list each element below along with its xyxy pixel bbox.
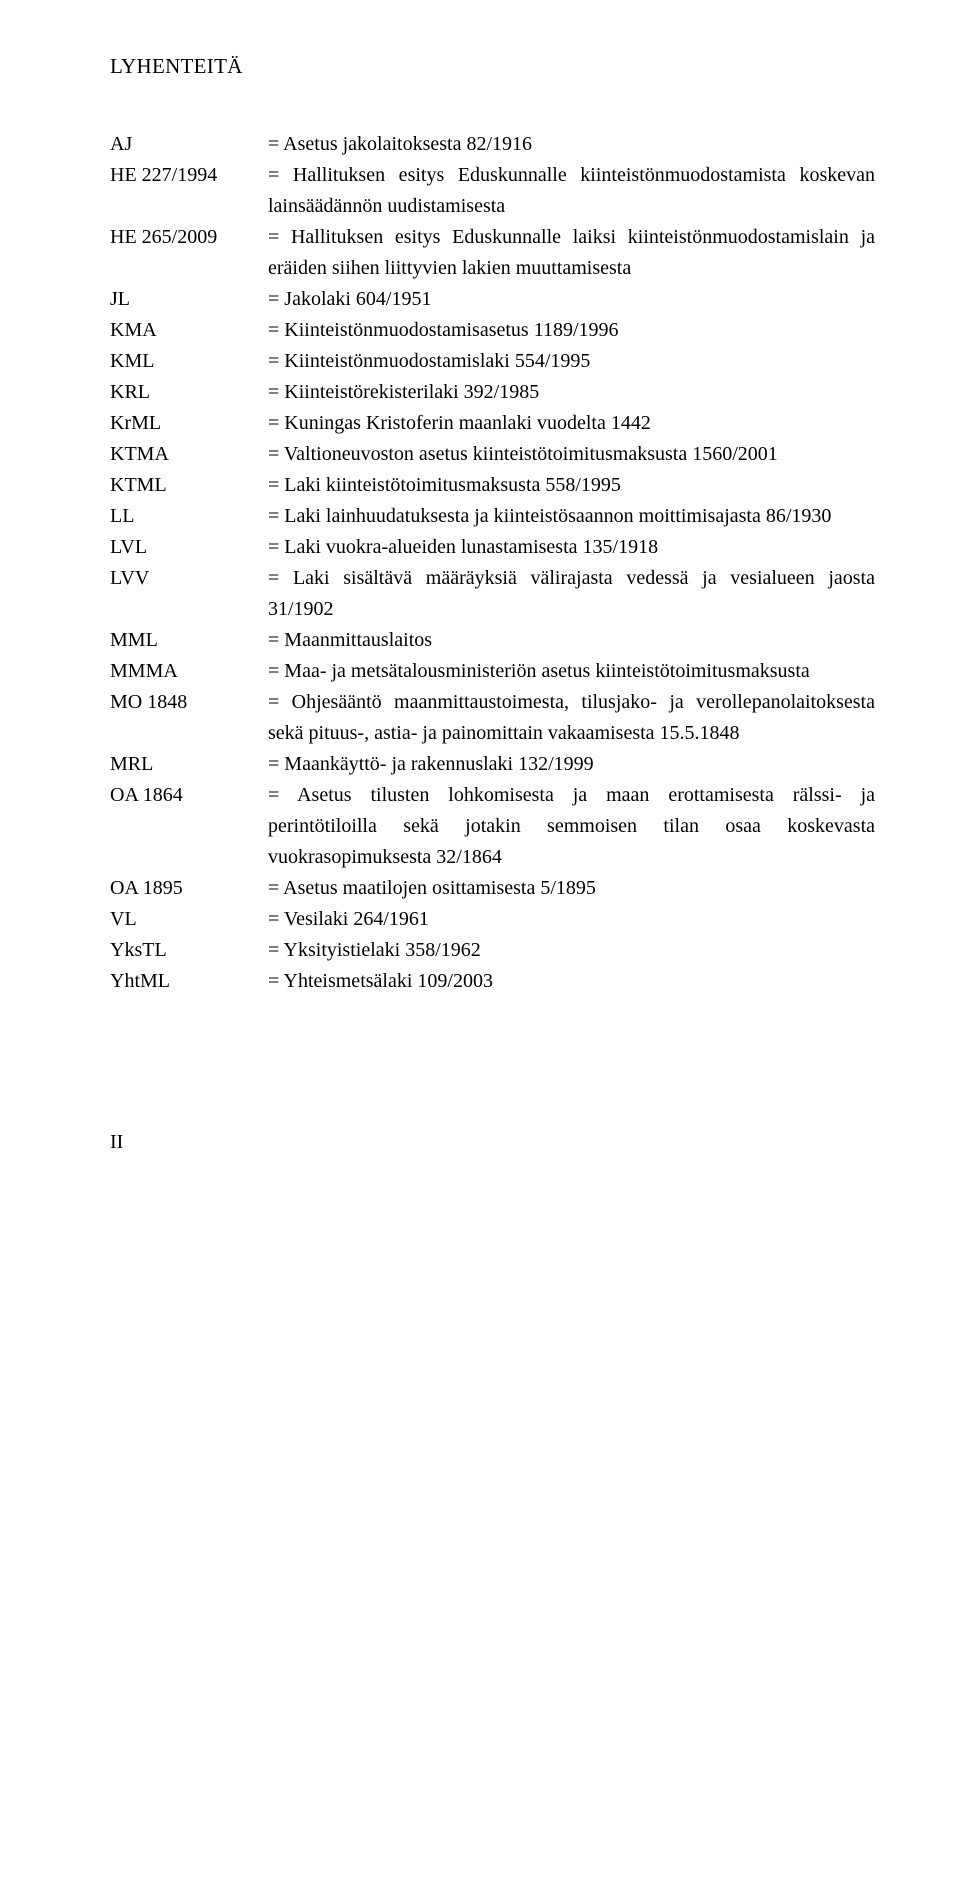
abbrev-term: HE 227/1994 [110,160,268,191]
abbrev-definition: = Laki vuokra-alueiden lunastamisesta 13… [268,532,875,563]
abbrev-term: KRL [110,377,268,408]
abbrev-definition: = Ohjesääntö maanmittaustoimesta, tilusj… [268,687,875,749]
abbrev-row: HE 265/2009= Hallituksen esitys Eduskunn… [110,222,875,284]
abbrev-term: KTMA [110,439,268,470]
section-heading: LYHENTEITÄ [110,50,875,83]
abbrev-row: OA 1895= Asetus maatilojen osittamisesta… [110,873,875,904]
abbrev-term: MO 1848 [110,687,268,718]
abbrev-term: KML [110,346,268,377]
abbrev-row: LVV= Laki sisältävä määräyksiä välirajas… [110,563,875,625]
abbrev-definition: = Maankäyttö- ja rakennuslaki 132/1999 [268,749,875,780]
abbrev-term: KrML [110,408,268,439]
abbrev-definition: = Kuningas Kristoferin maanlaki vuodelta… [268,408,875,439]
abbrev-term: LVL [110,532,268,563]
abbrev-term: YhtML [110,966,268,997]
abbrev-row: MML= Maanmittauslaitos [110,625,875,656]
abbrev-row: MO 1848= Ohjesääntö maanmittaustoimesta,… [110,687,875,749]
abbrev-definition: = Asetus tilusten lohkomisesta ja maan e… [268,780,875,873]
abbrev-row: MRL= Maankäyttö- ja rakennuslaki 132/199… [110,749,875,780]
abbrev-definition: = Laki lainhuudatuksesta ja kiinteistösa… [268,501,875,532]
abbrev-row: OA 1864= Asetus tilusten lohkomisesta ja… [110,780,875,873]
abbrev-term: OA 1895 [110,873,268,904]
abbrev-definition: = Maa- ja metsätalousministeriön asetus … [268,656,875,687]
abbrev-row: HE 227/1994= Hallituksen esitys Eduskunn… [110,160,875,222]
abbrev-term: VL [110,904,268,935]
abbrev-term: HE 265/2009 [110,222,268,253]
abbrev-term: JL [110,284,268,315]
abbrev-term: KTML [110,470,268,501]
abbrev-definition: = Yhteismetsälaki 109/2003 [268,966,875,997]
abbrev-term: MRL [110,749,268,780]
abbrev-row: VL= Vesilaki 264/1961 [110,904,875,935]
abbrev-row: LVL= Laki vuokra-alueiden lunastamisesta… [110,532,875,563]
abbrev-definition: = Yksityistielaki 358/1962 [268,935,875,966]
abbrev-term: MML [110,625,268,656]
abbrev-definition: = Laki kiinteistötoimitusmaksusta 558/19… [268,470,875,501]
abbrev-row: KrML= Kuningas Kristoferin maanlaki vuod… [110,408,875,439]
abbrev-term: MMMA [110,656,268,687]
abbrev-definition: = Jakolaki 604/1951 [268,284,875,315]
abbrev-row: KRL= Kiinteistörekisterilaki 392/1985 [110,377,875,408]
page-number: II [110,1127,875,1158]
abbrev-row: AJ= Asetus jakolaitoksesta 82/1916 [110,129,875,160]
abbrev-definition: = Hallituksen esitys Eduskunnalle laiksi… [268,222,875,284]
abbrev-definition: = Hallituksen esitys Eduskunnalle kiinte… [268,160,875,222]
abbrev-definition: = Kiinteistönmuodostamisasetus 1189/1996 [268,315,875,346]
abbrev-row: KML= Kiinteistönmuodostamislaki 554/1995 [110,346,875,377]
abbrev-definition: = Asetus maatilojen osittamisesta 5/1895 [268,873,875,904]
abbrev-row: KTML= Laki kiinteistötoimitusmaksusta 55… [110,470,875,501]
abbrev-row: JL= Jakolaki 604/1951 [110,284,875,315]
abbrev-definition: = Asetus jakolaitoksesta 82/1916 [268,129,875,160]
abbreviation-list: AJ= Asetus jakolaitoksesta 82/1916HE 227… [110,129,875,997]
abbrev-row: KMA= Kiinteistönmuodostamisasetus 1189/1… [110,315,875,346]
abbrev-definition: = Kiinteistönmuodostamislaki 554/1995 [268,346,875,377]
abbrev-row: LL= Laki lainhuudatuksesta ja kiinteistö… [110,501,875,532]
abbrev-term: OA 1864 [110,780,268,811]
abbrev-definition: = Vesilaki 264/1961 [268,904,875,935]
abbrev-term: YksTL [110,935,268,966]
abbrev-term: LVV [110,563,268,594]
abbrev-definition: = Valtioneuvoston asetus kiinteistötoimi… [268,439,875,470]
abbrev-term: KMA [110,315,268,346]
abbrev-definition: = Laki sisältävä määräyksiä välirajasta … [268,563,875,625]
abbrev-term: LL [110,501,268,532]
abbrev-row: MMMA= Maa- ja metsätalousministeriön ase… [110,656,875,687]
abbrev-row: YhtML= Yhteismetsälaki 109/2003 [110,966,875,997]
abbrev-definition: = Kiinteistörekisterilaki 392/1985 [268,377,875,408]
abbrev-row: KTMA= Valtioneuvoston asetus kiinteistöt… [110,439,875,470]
abbrev-row: YksTL= Yksityistielaki 358/1962 [110,935,875,966]
abbrev-term: AJ [110,129,268,160]
abbrev-definition: = Maanmittauslaitos [268,625,875,656]
